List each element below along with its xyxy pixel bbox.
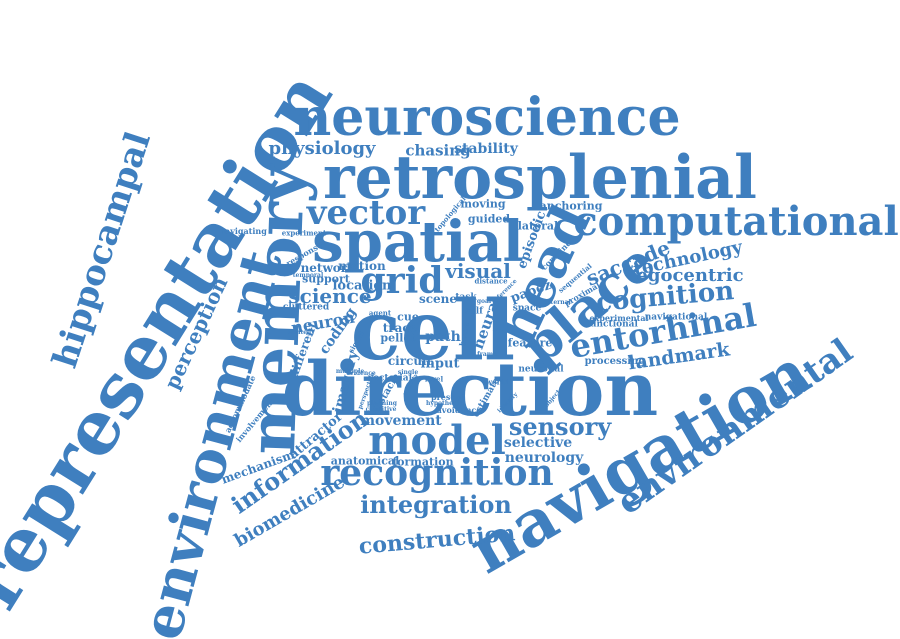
word-guided: guided <box>467 212 511 226</box>
word-cell: cell <box>350 283 516 379</box>
word-agent: agent <box>368 308 392 318</box>
word-neurology: neurology <box>504 450 584 466</box>
word-recognition: recognition <box>320 452 554 494</box>
word-navigating: navigating <box>219 226 267 236</box>
word-experiment: experiment <box>281 228 327 238</box>
word-present: present <box>430 392 466 402</box>
word-input: input <box>420 356 460 372</box>
word-sensory: sensory <box>508 412 612 441</box>
word-task: task <box>455 292 477 303</box>
word-planning: planning <box>367 400 397 407</box>
word-experimental: experimental <box>589 313 649 323</box>
word-scene: scene <box>418 292 458 306</box>
word-movement: movement <box>360 413 442 429</box>
word-grid: grid <box>360 260 444 302</box>
word-feature: feature <box>507 336 553 350</box>
word-formation: formation <box>392 455 454 469</box>
word-neuronal: neuronal <box>518 364 564 375</box>
word-vector: vector <box>306 193 426 233</box>
word-selective: selective <box>503 435 573 451</box>
word-functional: functional <box>586 319 638 330</box>
word-science: science <box>288 284 372 308</box>
word-pellet: pellet <box>380 331 416 345</box>
word-hypothesis: hypothesis <box>425 400 463 407</box>
word-model: model <box>368 417 506 464</box>
word-direction: direction <box>281 347 659 433</box>
word-path: path <box>425 329 461 345</box>
word-frame: frame <box>477 351 497 358</box>
word-neuroscience: neuroscience <box>293 87 681 148</box>
word-self: self <box>464 306 484 317</box>
word-lateral: lateral <box>517 219 559 233</box>
word-world: world <box>486 377 508 387</box>
word-multiple: multiple <box>335 368 365 375</box>
word-cluttered: cluttered <box>282 302 330 313</box>
word-anchoring: anchoring <box>539 199 603 213</box>
word-support: support <box>302 272 350 286</box>
word-goal: goal <box>476 298 492 305</box>
word-visual: visual <box>445 259 511 283</box>
word-navigational: navigational <box>644 312 708 323</box>
word-circuit: circuit <box>387 354 433 368</box>
word-network: network <box>300 261 356 275</box>
word-single: single <box>397 369 419 376</box>
word-avoidance: avoidance <box>436 405 482 415</box>
word-anatomical: anatomical <box>330 454 400 468</box>
word-vectorial: vectorial <box>367 373 413 384</box>
word-spatial: spatial <box>312 209 524 275</box>
word-physiology: physiology <box>268 138 376 159</box>
word-chasing: chasing <box>405 141 471 160</box>
word-strategy: strategy <box>287 329 315 336</box>
word-space: space <box>512 303 542 314</box>
word-stability: stability <box>454 141 518 157</box>
word-temporal: temporal <box>292 272 324 279</box>
word-cognitive: cognitive <box>365 406 397 413</box>
word-level: level <box>424 374 444 384</box>
word-cue: cue <box>397 310 419 324</box>
word-retrosplenial: retrosplenial <box>323 143 757 213</box>
word-trace: trace <box>382 321 418 335</box>
word-motion: motion <box>338 259 386 273</box>
word-external: external <box>543 299 571 306</box>
word-integration: integration <box>360 490 512 519</box>
word-moving: moving <box>460 197 506 211</box>
word-distance: distance <box>474 276 508 286</box>
word-location: location <box>332 278 392 294</box>
word-computational: computational <box>573 198 899 245</box>
word-evidence: evidence <box>346 370 376 377</box>
word-processing: processing <box>584 356 646 367</box>
word-egocentric: egocentric <box>636 265 744 286</box>
